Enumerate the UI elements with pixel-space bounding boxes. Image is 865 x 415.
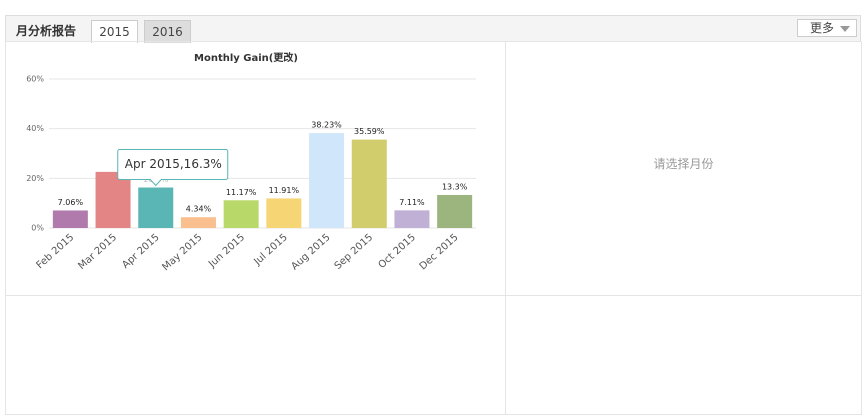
- x-tick-label: Dec 2015: [418, 232, 461, 272]
- toolbar: 月分析报告 2015 2016 更多: [5, 15, 861, 43]
- y-tick-label: 40%: [26, 124, 44, 133]
- value-label: 13.3%: [442, 182, 468, 191]
- value-label: 11.17%: [226, 188, 257, 197]
- x-tick-label: Aug 2015: [289, 232, 332, 272]
- bar: [138, 187, 174, 228]
- y-tick-label: 60%: [26, 75, 44, 84]
- tab[interactable]: 2016: [144, 20, 191, 43]
- bar: [351, 139, 387, 228]
- chart: Monthly Gain(更改) 0% 20% 40% 60% 7.06% Feb 201…: [26, 51, 476, 273]
- y-tick-label: 0%: [31, 224, 44, 233]
- value-label: 38.23%: [311, 121, 342, 130]
- tooltip: Apr 2015,16.3%: [117, 149, 229, 187]
- tooltip-pointer: [149, 178, 163, 187]
- bar: [394, 210, 430, 228]
- x-tick-label: Oct 2015: [376, 232, 417, 271]
- value-label: 7.11%: [399, 198, 425, 207]
- tab[interactable]: 2015: [91, 20, 138, 43]
- x-tick-label: Mar 2015: [76, 232, 119, 272]
- empty-panel: [5, 295, 506, 415]
- x-tick-label: Sep 2015: [333, 232, 376, 272]
- y-tick-label: 20%: [26, 174, 44, 183]
- x-tick-label: Apr 2015: [120, 232, 161, 271]
- bar: [309, 133, 345, 228]
- x-tick-label: Jul 2015: [252, 232, 290, 268]
- tooltip-text: Apr 2015,16.3%: [125, 157, 222, 171]
- chart-title: Monthly Gain(更改): [194, 51, 298, 64]
- empty-panel: [505, 295, 862, 415]
- x-tick-label: Feb 2015: [35, 232, 77, 271]
- bar: [223, 200, 259, 228]
- report-title: 月分析报告: [16, 24, 77, 38]
- bar: [266, 198, 302, 228]
- tooltip-box: [117, 149, 229, 181]
- bar: [180, 217, 216, 228]
- value-label: 11.91%: [269, 186, 300, 195]
- value-label: 7.06%: [58, 198, 84, 207]
- bar: [52, 210, 88, 228]
- chart-panel: Monthly Gain(更改) 0% 20% 40% 60% 7.06% Feb 201…: [5, 41, 506, 296]
- bar: [95, 171, 131, 228]
- x-tick-label: Jun 2015: [206, 232, 247, 270]
- value-label: 35.59%: [354, 127, 385, 136]
- placeholder: 请选择月份: [653, 157, 714, 171]
- bar: [437, 194, 473, 228]
- x-tick-label: May 2015: [160, 232, 204, 273]
- month-panel: 请选择月份: [505, 41, 862, 296]
- value-label: 4.34%: [186, 205, 212, 214]
- more-dropdown[interactable]: 更多: [797, 19, 857, 37]
